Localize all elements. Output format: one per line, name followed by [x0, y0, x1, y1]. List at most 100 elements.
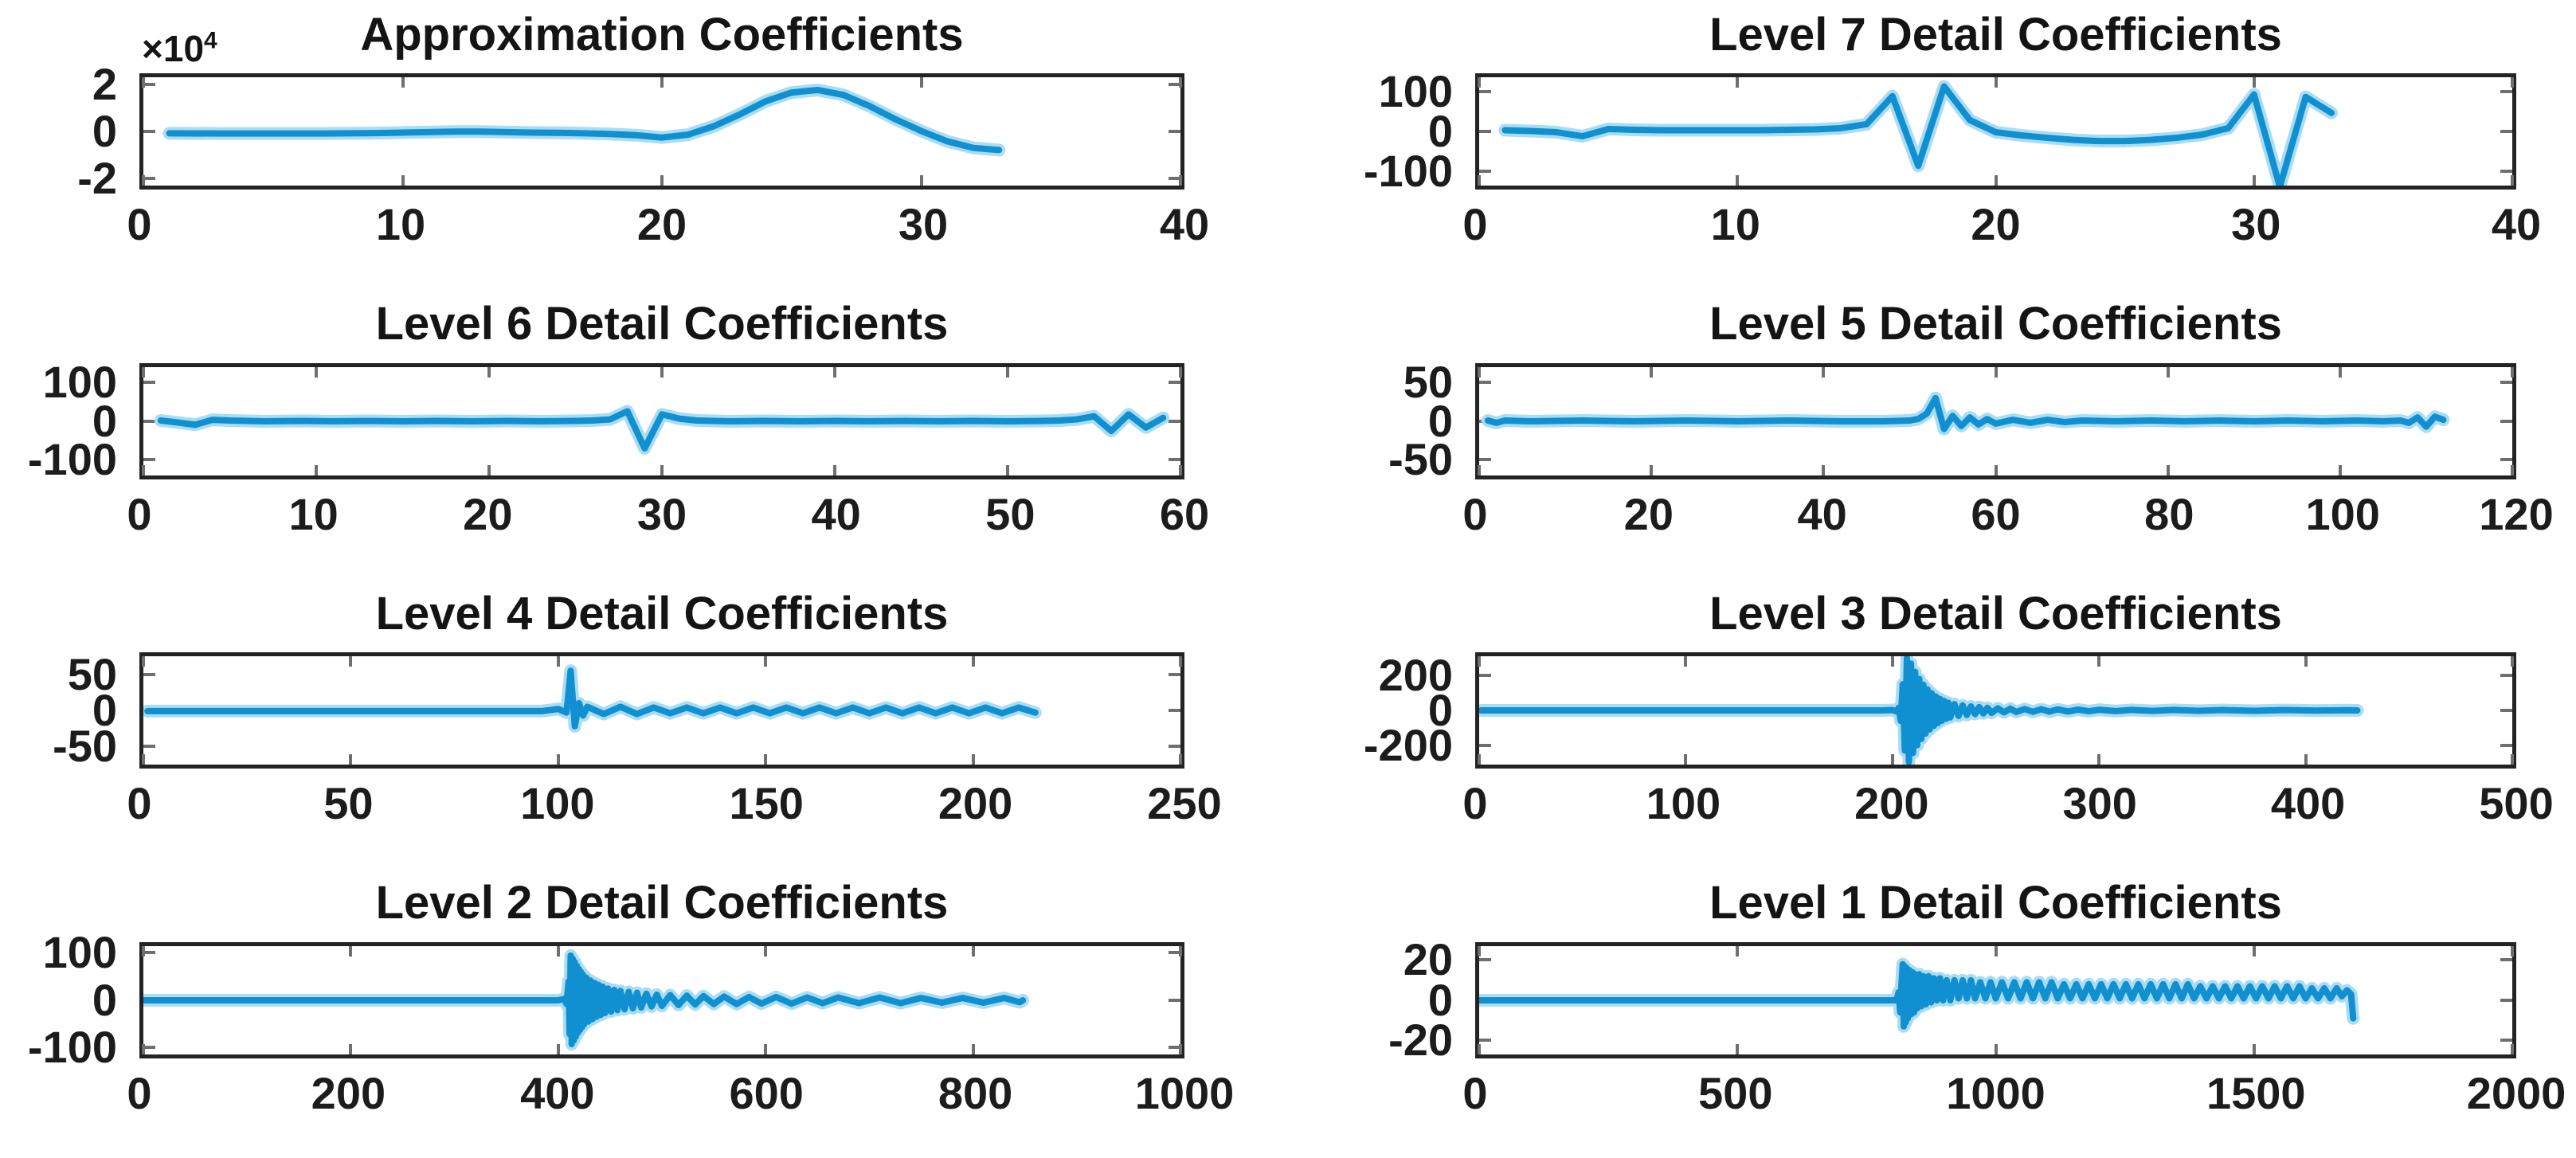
y-tick-label: 100 — [42, 927, 117, 978]
y-tick-mark — [1479, 380, 1491, 384]
y-tick-mark — [1169, 951, 1180, 955]
series-line-halo — [170, 90, 1000, 150]
x-tick-label: 120 — [2479, 488, 2554, 539]
y-tick-label: -100 — [1363, 146, 1453, 197]
subplot-level1-detail-coefficients: Level 1 Detail Coefficients 20 0 -20 0 500 1… — [1288, 869, 2576, 1158]
x-tick-mark — [1890, 754, 1894, 765]
plot-area — [1475, 362, 2516, 479]
x-tick-mark — [1650, 464, 1654, 475]
y-tick-mark — [1479, 958, 1491, 962]
x-tick-mark — [764, 754, 768, 765]
x-tick-mark — [142, 175, 145, 186]
x-axis: 0 50 100 150 200 250 — [127, 775, 1221, 832]
x-tick-mark — [919, 77, 923, 88]
y-tick-label: 100 — [42, 356, 117, 407]
y-tick-mark — [143, 458, 155, 462]
x-tick-label: 0 — [127, 199, 152, 249]
x-tick-mark — [1822, 464, 1826, 475]
x-axis: 0 10 20 30 40 — [127, 196, 1209, 253]
y-tick-mark — [143, 177, 155, 181]
y-tick-mark — [143, 672, 155, 676]
x-tick-mark — [2304, 656, 2308, 667]
x-tick-mark — [1179, 754, 1182, 765]
plot-area — [139, 941, 1184, 1058]
x-tick-label: 100 — [2305, 488, 2380, 539]
x-tick-label: 250 — [1147, 778, 1222, 828]
y-tick-mark — [1169, 177, 1180, 181]
chart-canvas — [1479, 367, 2512, 475]
x-axis: 0 10 20 30 40 50 60 — [127, 486, 1209, 543]
y-tick-mark — [1479, 743, 1491, 747]
x-tick-mark — [556, 1043, 560, 1054]
y-tick-mark — [143, 82, 155, 86]
x-tick-mark — [142, 754, 145, 765]
x-tick-label: 20 — [1971, 199, 2021, 249]
x-axis: 0 200 400 600 800 1000 — [127, 1065, 1234, 1122]
x-tick-mark — [2304, 754, 2308, 765]
y-tick-mark — [1169, 672, 1180, 676]
subplot-approximation-coefficients: ×104 Approximation Coefficients 2 0 -2 0 10… — [0, 0, 1288, 290]
y-tick-label: 50 — [67, 648, 117, 699]
y-tick-mark — [1169, 1045, 1180, 1049]
x-tick-mark — [1736, 1043, 1740, 1054]
x-tick-mark — [1006, 366, 1009, 378]
y-tick-mark — [143, 1045, 155, 1049]
x-tick-mark — [1994, 1043, 1998, 1054]
x-tick-mark — [349, 656, 353, 667]
x-tick-mark — [2511, 945, 2514, 957]
y-axis: 100 0 -100 — [1288, 68, 1464, 194]
y-tick-label: 20 — [1403, 934, 1453, 985]
x-tick-mark — [660, 77, 664, 88]
subplot-level2-detail-coefficients: Level 2 Detail Coefficients 100 0 -100 0 20… — [0, 869, 1288, 1158]
y-axis: 2 0 -2 — [0, 61, 128, 200]
chart-title: Level 6 Detail Coefficients — [375, 298, 949, 350]
x-tick-mark — [487, 366, 491, 378]
y-axis: 50 0 -50 — [0, 651, 128, 769]
chart-title: Level 7 Detail Coefficients — [1709, 8, 2282, 61]
y-tick-mark — [2500, 1038, 2512, 1042]
x-tick-label: 500 — [1698, 1067, 1773, 1118]
x-tick-mark — [1478, 656, 1481, 667]
x-tick-mark — [401, 77, 405, 88]
x-tick-mark — [1179, 1043, 1182, 1054]
x-tick-mark — [2166, 464, 2170, 475]
y-tick-label: -2 — [77, 153, 117, 204]
x-tick-mark — [2511, 1043, 2514, 1054]
series-line — [170, 90, 1000, 150]
y-axis: 50 0 -50 — [1288, 359, 1464, 481]
x-axis: 0 500 1000 1500 2000 — [1462, 1065, 2566, 1122]
x-tick-label: 200 — [938, 778, 1013, 828]
x-tick-mark — [833, 464, 836, 475]
x-tick-label: 60 — [1159, 488, 1210, 539]
y-tick-mark — [1169, 380, 1180, 384]
y-tick-mark — [1479, 170, 1491, 174]
x-tick-mark — [971, 1043, 975, 1054]
series-line — [1482, 658, 2358, 762]
y-tick-label: -100 — [27, 1021, 117, 1072]
x-tick-mark — [349, 1043, 353, 1054]
x-tick-mark — [1478, 754, 1481, 765]
series-line — [161, 411, 1164, 448]
chart-title: Level 3 Detail Coefficients — [1709, 587, 2282, 640]
y-tick-label: 0 — [92, 685, 117, 735]
x-tick-mark — [971, 656, 975, 667]
x-tick-mark — [1890, 656, 1894, 667]
x-tick-mark — [2252, 175, 2256, 186]
x-tick-mark — [2511, 754, 2514, 765]
x-tick-mark — [1994, 945, 1998, 957]
plot-area — [139, 73, 1184, 190]
x-tick-mark — [1994, 366, 1998, 378]
x-tick-label: 40 — [2491, 199, 2542, 249]
subplot-level6-detail-coefficients: Level 6 Detail Coefficients 100 0 -100 0 10… — [0, 290, 1288, 580]
y-tick-mark — [2500, 709, 2512, 712]
y-tick-mark — [1169, 130, 1180, 133]
x-tick-label: 0 — [1462, 488, 1488, 539]
chart-canvas — [1479, 656, 2512, 765]
x-tick-label: 0 — [1462, 778, 1488, 828]
y-tick-mark — [143, 951, 155, 955]
y-tick-mark — [1169, 419, 1180, 423]
x-tick-mark — [1179, 175, 1182, 186]
y-tick-mark — [2500, 998, 2512, 1002]
x-tick-mark — [1994, 175, 1998, 186]
x-tick-label: 10 — [375, 199, 426, 249]
